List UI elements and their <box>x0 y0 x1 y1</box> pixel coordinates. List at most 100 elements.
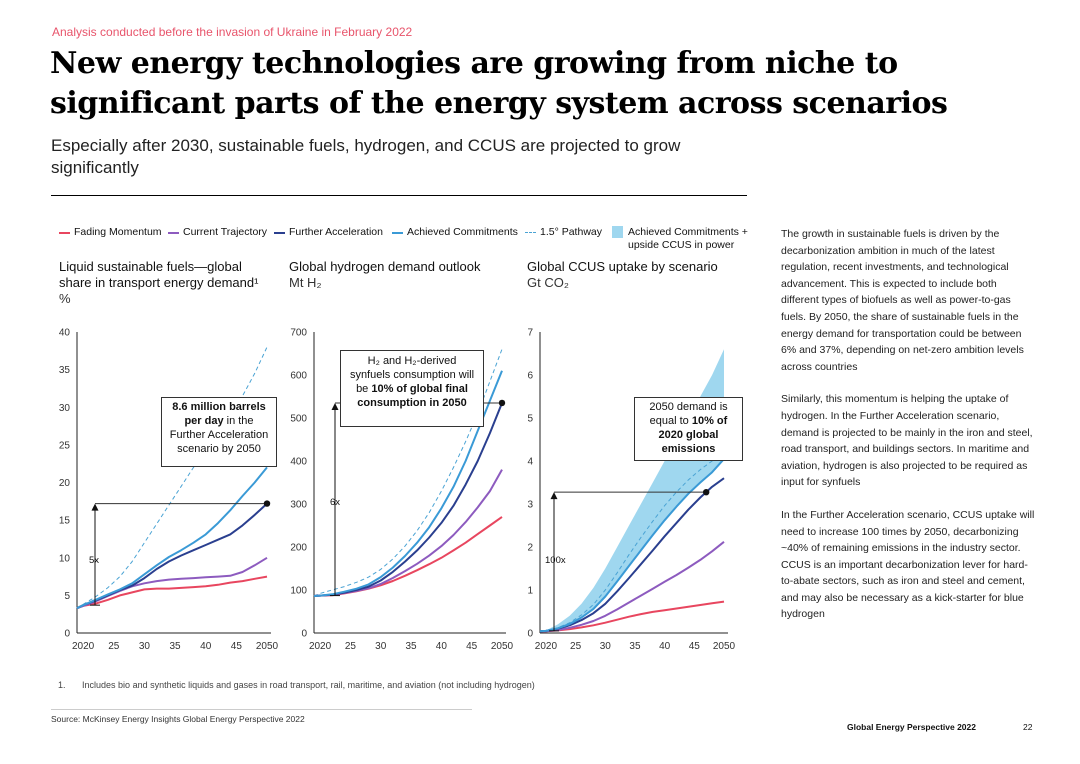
multiplier-label: 5x <box>89 555 99 566</box>
panel-title-liquid: Liquid sustainable fuels—global share in… <box>59 259 258 307</box>
sidebar-paragraph-3: In the Further Acceleration scenario, CC… <box>781 508 1035 621</box>
y-tick-label: 30 <box>59 403 71 414</box>
legend-fading: Fading Momentum <box>59 226 162 238</box>
sidebar-paragraph-1: The growth in sustainable fuels is drive… <box>781 228 1024 373</box>
panel-title-ccus: Global CCUS uptake by scenario Gt CO₂ <box>527 259 718 291</box>
y-tick-label: 10 <box>59 553 71 564</box>
callout-liquid-2b: in the <box>223 415 254 427</box>
y-tick-label: 5 <box>64 591 70 602</box>
legend-label-upside-1: Achieved Commitments + <box>628 226 748 238</box>
y-tick-label: 25 <box>59 440 71 451</box>
x-tick-label: 2020 <box>309 641 332 652</box>
series-line-current <box>540 541 725 633</box>
series-line-achieved <box>76 466 268 610</box>
x-tick-label: 35 <box>629 641 641 652</box>
multiplier-label: 100x <box>545 555 566 566</box>
sidebar-text: The growth in sustainable fuels is drive… <box>781 226 1036 639</box>
legend-pathway: 1.5° Pathway <box>525 226 602 238</box>
analysis-note: Analysis conducted before the invasion o… <box>52 25 413 39</box>
legend-label-achieved: Achieved Commitments <box>407 226 518 238</box>
arrow-head <box>331 402 339 410</box>
x-tick-label: 40 <box>436 641 448 652</box>
x-tick-label: 25 <box>345 641 357 652</box>
legend-swatch-current <box>168 232 179 234</box>
y-tick-label: 700 <box>290 328 307 339</box>
hydrogen-unit: Mt H₂ <box>289 275 322 290</box>
callout-ccus-2b: 10% of <box>691 415 728 427</box>
page-number: 22 <box>1023 722 1033 732</box>
liquid-title-1: Liquid sustainable fuels—global <box>59 259 242 274</box>
callout-hydrogen-1: H₂ and H₂-derived <box>367 355 457 367</box>
legend-further: Further Acceleration <box>274 226 383 238</box>
page-subtitle: Especially after 2030, sustainable fuels… <box>51 136 681 177</box>
footnote-text: Includes bio and synthetic liquids and g… <box>82 680 535 690</box>
x-tick-label: 25 <box>108 641 120 652</box>
x-tick-label: 40 <box>659 641 671 652</box>
series-line-pathway <box>539 451 725 632</box>
legend-swatch-achieved <box>392 232 403 234</box>
series-line-pathway <box>76 346 268 609</box>
series-line-achieved <box>313 370 503 597</box>
y-tick-label: 500 <box>290 414 307 425</box>
x-tick-label: 45 <box>466 641 478 652</box>
chart-hydrogen: 0 100 200 300 400 500 600 700 2020 25 30 35 40 45 2050… <box>290 328 513 653</box>
y-tick-label: 300 <box>290 500 307 511</box>
legend-label-upside-2: upside CCUS in power <box>628 239 735 251</box>
arrow-head <box>550 492 558 500</box>
callout-liquid-2: per day <box>184 415 224 427</box>
hydrogen-title-1: Global hydrogen demand outlook <box>289 259 481 274</box>
y-tick-label: 4 <box>527 457 533 468</box>
end-marker <box>702 488 710 496</box>
callout-hydrogen-3b: 10% of global final <box>371 383 468 395</box>
y-tick-label: 0 <box>301 629 307 640</box>
legend-label-pathway: 1.5° Pathway <box>540 226 602 238</box>
y-tick-label: 1 <box>527 586 533 597</box>
x-tick-label: 45 <box>689 641 701 652</box>
x-tick-label: 2050 <box>491 641 514 652</box>
x-tick-label: 40 <box>200 641 212 652</box>
y-tick-label: 0 <box>64 629 70 640</box>
callout-liquid-4: scenario by 2050 <box>177 443 261 455</box>
series-line-achieved <box>539 458 725 633</box>
callout-ccus-4: emissions <box>661 443 716 455</box>
page-title: New energy technologies are growing from… <box>50 46 948 121</box>
y-tick-label: 40 <box>59 328 71 339</box>
end-marker <box>263 500 271 507</box>
callout-liquid: 8.6 million barrels per day in the Furth… <box>161 397 277 467</box>
callout-hydrogen: H₂ and H₂-derived synfuels consumption w… <box>340 350 484 427</box>
legend-swatch-fading <box>59 232 70 234</box>
y-tick-label: 35 <box>59 365 71 376</box>
sidebar-paragraph-2: Similarly, this momentum is helping the … <box>781 393 1033 489</box>
y-tick-label: 200 <box>290 543 307 554</box>
panel-title-hydrogen: Global hydrogen demand outlook Mt H₂ <box>289 259 481 291</box>
legend-label-current: Current Trajectory <box>183 226 268 238</box>
y-tick-label: 400 <box>290 457 307 468</box>
legend-swatch-pathway <box>525 232 536 233</box>
callout-liquid-1: 8.6 million barrels <box>172 401 266 413</box>
y-tick-label: 600 <box>290 371 307 382</box>
y-tick-label: 0 <box>527 629 533 640</box>
series-line-further <box>313 402 503 597</box>
x-tick-label: 30 <box>139 641 151 652</box>
x-tick-label: 30 <box>600 641 612 652</box>
x-tick-label: 35 <box>170 641 182 652</box>
series-line-fading <box>313 516 503 597</box>
y-tick-label: 100 <box>290 586 307 597</box>
x-tick-label: 2020 <box>535 641 558 652</box>
title-divider <box>51 195 747 196</box>
liquid-unit: % <box>59 291 71 306</box>
liquid-title-2: share in transport energy demand¹ <box>59 275 259 290</box>
x-tick-label: 2050 <box>713 641 736 652</box>
legend-current: Current Trajectory <box>168 226 267 238</box>
y-tick-label: 15 <box>59 516 71 527</box>
source-divider <box>51 709 472 710</box>
series-line-pathway <box>313 349 503 597</box>
callout-ccus-1: 2050 demand is <box>649 401 728 413</box>
legend-upside: Achieved Commitments + upside CCUS in po… <box>612 226 748 252</box>
x-tick-label: 25 <box>570 641 582 652</box>
brand-footer: Global Energy Perspective 2022 <box>847 722 976 732</box>
callout-ccus-2a: equal to <box>649 415 692 427</box>
footnote-number: 1. <box>58 680 66 690</box>
